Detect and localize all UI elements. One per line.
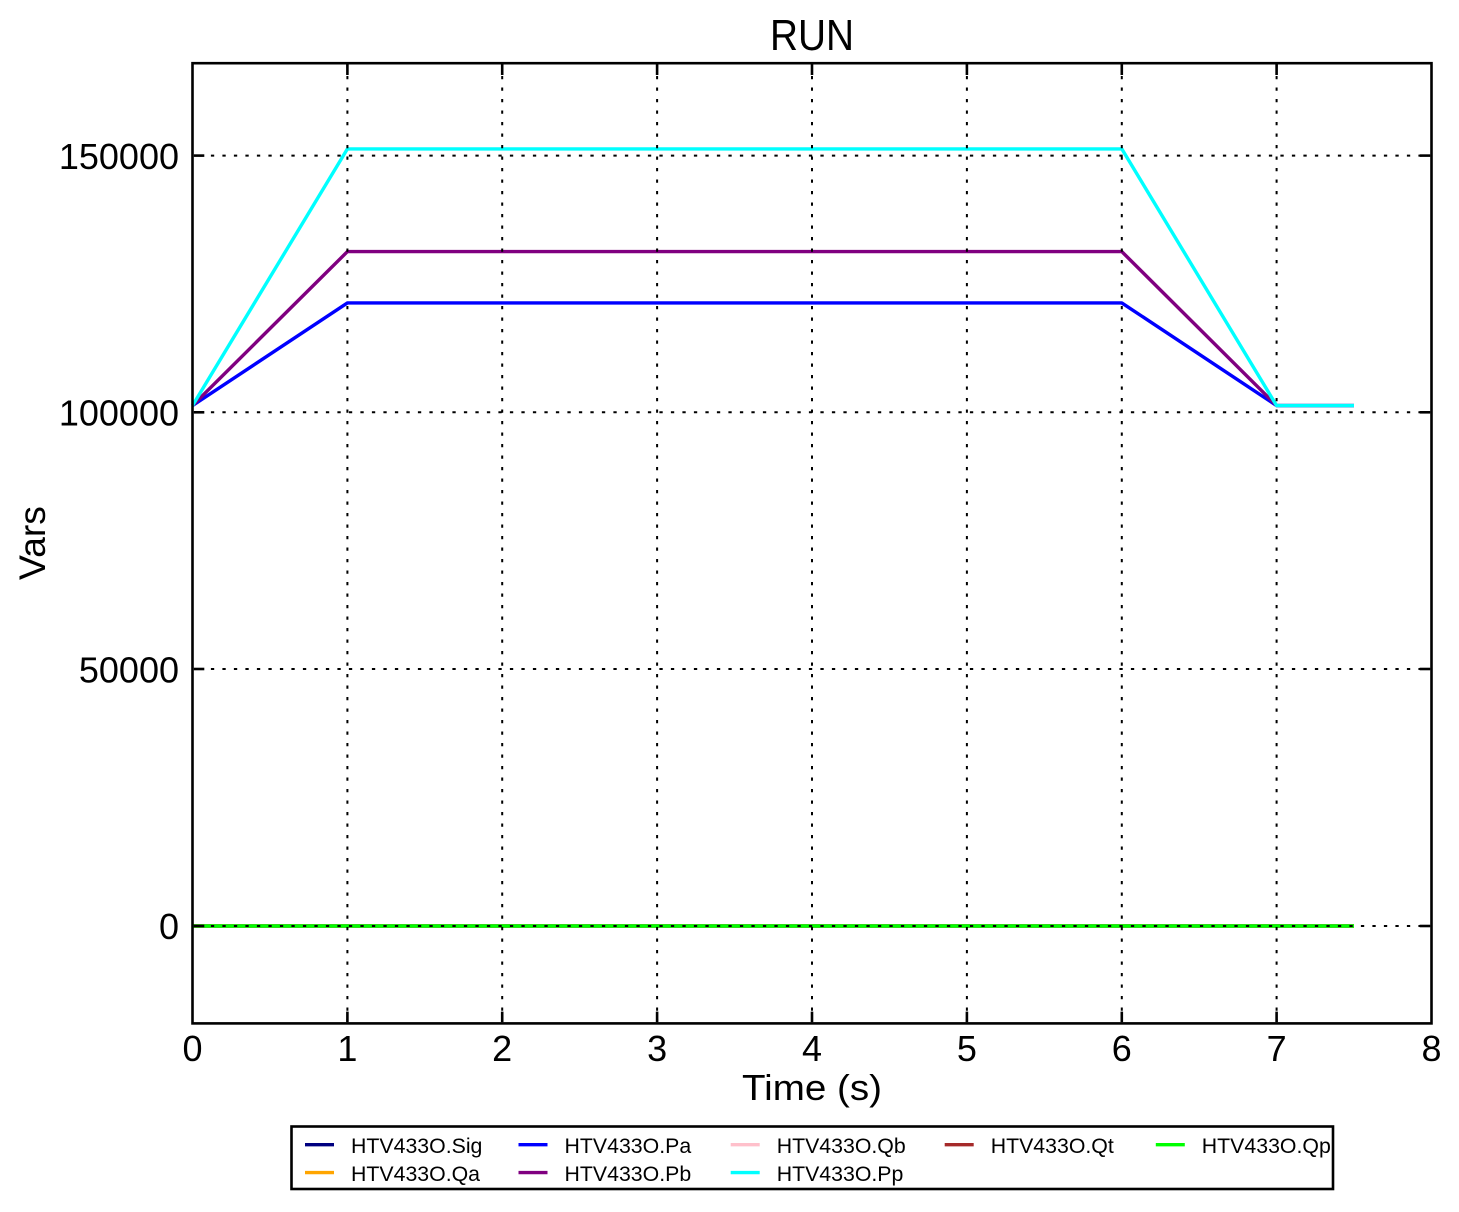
svg-text:5: 5 — [957, 1028, 977, 1069]
svg-text:HTV433O.Qa: HTV433O.Qa — [351, 1162, 480, 1186]
svg-text:100000: 100000 — [59, 393, 179, 434]
svg-text:HTV433O.Sig: HTV433O.Sig — [351, 1134, 482, 1158]
svg-text:1: 1 — [337, 1028, 357, 1069]
svg-text:4: 4 — [802, 1028, 822, 1069]
svg-text:2: 2 — [492, 1028, 512, 1069]
svg-text:0: 0 — [159, 906, 179, 947]
svg-text:0: 0 — [182, 1028, 202, 1069]
svg-text:Time (s): Time (s) — [742, 1067, 882, 1108]
svg-text:HTV433O.Pa: HTV433O.Pa — [565, 1134, 692, 1158]
svg-text:6: 6 — [1112, 1028, 1132, 1069]
svg-text:8: 8 — [1421, 1028, 1441, 1069]
svg-text:HTV433O.Qt: HTV433O.Qt — [991, 1134, 1114, 1158]
svg-text:HTV433O.Pb: HTV433O.Pb — [565, 1162, 692, 1186]
svg-text:50000: 50000 — [79, 649, 179, 690]
svg-text:HTV433O.Pp: HTV433O.Pp — [777, 1162, 904, 1186]
svg-text:Vars: Vars — [11, 506, 53, 580]
svg-text:HTV433O.Qb: HTV433O.Qb — [777, 1134, 906, 1158]
svg-text:HTV433O.Qp: HTV433O.Qp — [1202, 1134, 1331, 1158]
svg-text:3: 3 — [647, 1028, 667, 1069]
svg-text:RUN: RUN — [770, 11, 854, 60]
svg-text:7: 7 — [1267, 1028, 1287, 1069]
svg-text:150000: 150000 — [59, 136, 179, 177]
